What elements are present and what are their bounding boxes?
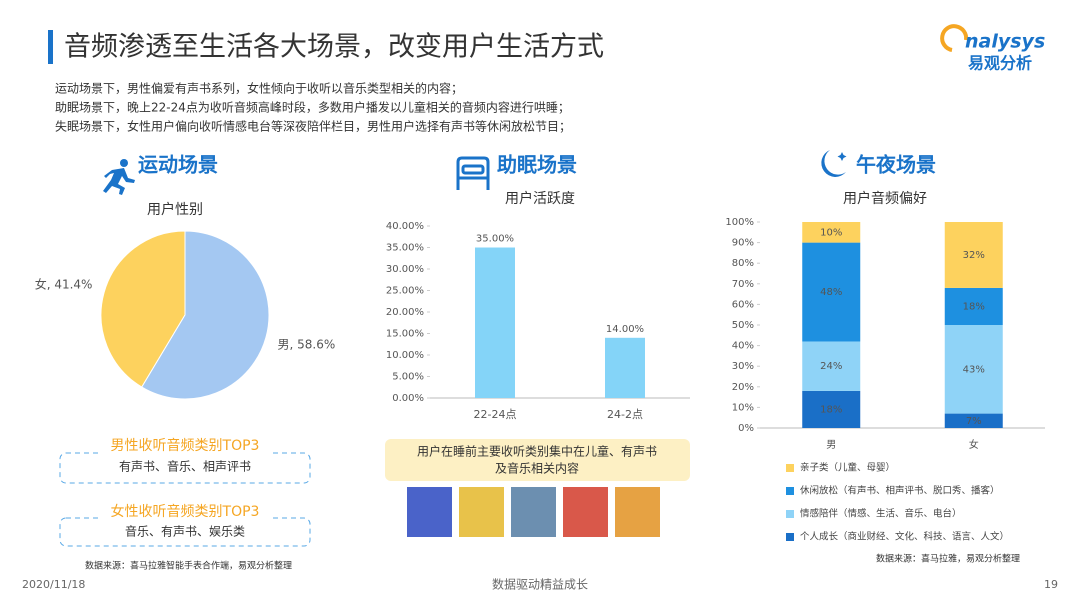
logo-name: 易观分析: [968, 54, 1032, 73]
legend-swatch: [786, 464, 794, 472]
bed-icon: [456, 156, 490, 190]
y-tick-label: 35.00%: [386, 243, 424, 254]
chart-title: 用户活跃度: [505, 190, 575, 207]
y-tick-label: 20%: [732, 382, 754, 393]
moon-icon: [821, 150, 846, 177]
value-label: 7%: [966, 416, 982, 427]
y-tick-label: 40.00%: [386, 221, 424, 232]
note-box: [385, 439, 690, 481]
x-tick-label: 24-2点: [607, 408, 643, 421]
y-tick-label: 15.00%: [386, 329, 424, 340]
bar-segment: [944, 325, 1003, 414]
y-tick-label: 25.00%: [386, 286, 424, 297]
y-tick-label: 50%: [732, 320, 754, 331]
logo-wordmark: nalysys: [965, 31, 1045, 53]
y-tick-label: 60%: [732, 299, 754, 310]
x-tick-label: 女: [969, 438, 979, 451]
logo-swoosh: [940, 24, 969, 52]
legend-label: 休闲放松（有声书、相声评书、脱口秀、播客）: [800, 485, 1000, 497]
bar-segment: [802, 341, 861, 391]
cover-images: [407, 487, 660, 537]
legend-swatch: [786, 533, 794, 541]
intro-line: 运动场景下，男性偏爱有声书系列，女性倾向于收听以音乐类型相关的内容；: [55, 81, 463, 96]
y-tick-label: 30%: [732, 361, 754, 372]
bar-segment: [944, 413, 1003, 428]
value-label: 14.00%: [606, 324, 644, 335]
chart-title: 用户性别: [147, 201, 203, 218]
bar-segment: [944, 222, 1003, 288]
bar: [605, 337, 645, 398]
box-title-bg: [100, 504, 270, 520]
y-tick-label: 10.00%: [386, 350, 424, 361]
pie-slice: [141, 230, 270, 400]
bar-segment: [802, 222, 861, 243]
top3-items: 有声书、音乐、相声评书: [119, 459, 251, 474]
legend-label: 个人成长（商业财经、文化、科技、语言、人文）: [800, 531, 1009, 543]
y-tick-label: 40%: [732, 341, 754, 352]
legend-label: 情感陪伴（情感、生活、音乐、电台）: [800, 508, 962, 520]
y-tick-label: 100%: [725, 217, 754, 228]
value-label: 18%: [820, 404, 842, 415]
value-label: 35.00%: [476, 234, 514, 245]
legend-swatch: [786, 487, 794, 495]
y-tick-label: 20.00%: [386, 307, 424, 318]
y-tick-label: 10%: [732, 402, 754, 413]
y-tick-label: 90%: [732, 238, 754, 249]
y-tick-label: 70%: [732, 279, 754, 290]
section-heading: 助眠场景: [497, 153, 577, 177]
y-tick-label: 30.00%: [386, 264, 424, 275]
value-label: 24%: [820, 361, 842, 372]
intro-line: 失眠场景下，女性用户偏向收听情感电台等深夜陪伴栏目，男性用户选择有声书等休闲放松…: [55, 119, 571, 134]
intro-line: 助眠场景下，晚上22-24点为收听音频高峰时段，多数用户播发以儿童相关的音频内容…: [55, 100, 570, 115]
top3-title: 女性收听音频类别TOP3: [111, 503, 260, 520]
slice-label: 男, 58.6%: [278, 337, 336, 351]
value-label: 43%: [963, 364, 985, 375]
pie-slice: [100, 230, 186, 388]
footer-page: 19: [1044, 578, 1058, 591]
note-line: 用户在睡前主要收听类别集中在儿童、有声书: [417, 444, 657, 459]
y-tick-label: 80%: [732, 258, 754, 269]
slide-title: 音频渗透至生活各大场景，改变用户生活方式: [64, 32, 604, 63]
bar-segment: [802, 242, 861, 342]
top3-title: 男性收听音频类别TOP3: [111, 437, 260, 454]
footer-slogan: 数据驱动精益成长: [492, 577, 588, 592]
y-tick-label: 0%: [738, 423, 754, 434]
note-line: 及音乐相关内容: [495, 461, 579, 476]
top3-items: 音乐、有声书、娱乐类: [125, 524, 245, 539]
y-tick-label: 5.00%: [392, 372, 424, 383]
bar-segment: [802, 390, 861, 428]
value-label: 48%: [820, 287, 842, 298]
source: 数据来源：喜马拉雅，易观分析整理: [876, 553, 1020, 565]
chart-title: 用户音频偏好: [843, 190, 927, 207]
box-title-bg: [100, 438, 270, 454]
section-heading: 午夜场景: [856, 153, 936, 177]
legend-label: 亲子类（儿童、母婴）: [800, 462, 895, 474]
value-label: 10%: [820, 227, 842, 238]
title-bar: [48, 30, 53, 64]
x-tick-label: 22-24点: [474, 408, 517, 421]
section-heading: 运动场景: [138, 153, 218, 177]
x-tick-label: 男: [826, 439, 836, 451]
bar-segment: [944, 287, 1003, 325]
value-label: 18%: [963, 301, 985, 312]
value-label: 32%: [963, 250, 985, 261]
legend-swatch: [786, 510, 794, 518]
star-icon: [837, 152, 847, 161]
bar: [475, 247, 515, 398]
slice-label: 女, 41.4%: [35, 277, 93, 292]
footer-date: 2020/11/18: [22, 578, 85, 591]
source: 数据来源：喜马拉雅智能手表合作端，易观分析整理: [85, 560, 292, 572]
y-tick-label: 0.00%: [392, 393, 424, 404]
running-icon: [103, 159, 135, 195]
